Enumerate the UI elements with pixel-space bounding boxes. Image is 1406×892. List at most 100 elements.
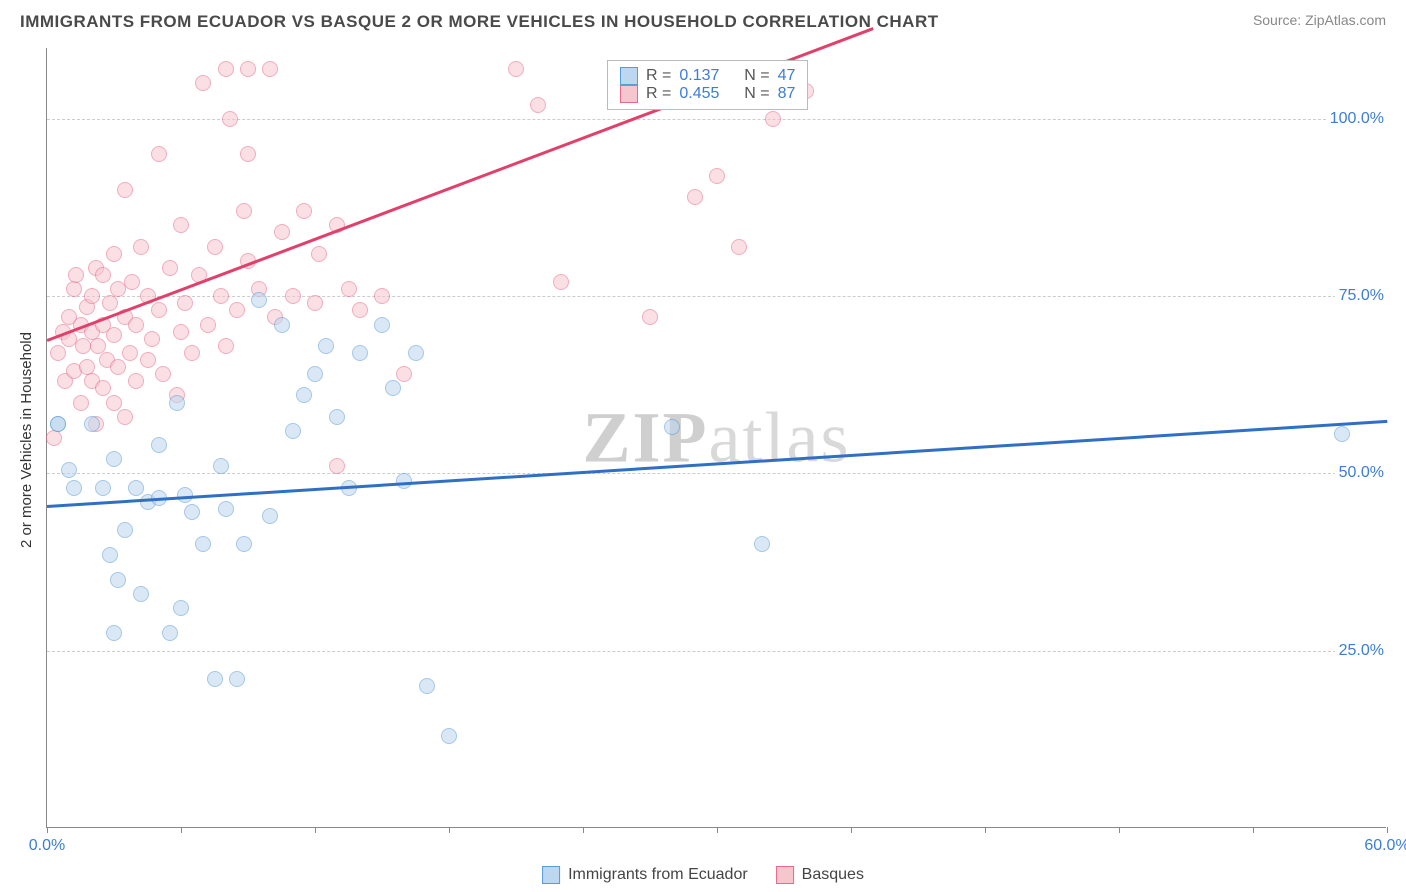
legend-label: Immigrants from Ecuador	[568, 866, 748, 884]
data-point	[110, 359, 126, 375]
data-point	[222, 111, 238, 127]
data-point	[106, 246, 122, 262]
r-value: 0.137	[679, 67, 719, 85]
data-point	[207, 239, 223, 255]
x-tick	[1253, 827, 1254, 833]
data-point	[296, 203, 312, 219]
x-tick	[583, 827, 584, 833]
gridline	[47, 296, 1386, 297]
data-point	[50, 345, 66, 361]
data-point	[709, 168, 725, 184]
legend-swatch-icon	[542, 866, 560, 884]
y-tick-label: 25.0%	[1335, 642, 1388, 660]
data-point	[530, 97, 546, 113]
source-label: Source: ZipAtlas.com	[1253, 12, 1386, 28]
data-point	[184, 345, 200, 361]
stats-row: R = 0.455 N = 87	[620, 85, 795, 103]
data-point	[75, 338, 91, 354]
data-point	[169, 395, 185, 411]
data-point	[173, 324, 189, 340]
data-point	[102, 295, 118, 311]
data-point	[195, 536, 211, 552]
data-point	[133, 239, 149, 255]
legend-item-basques: Basques	[776, 866, 864, 884]
data-point	[177, 295, 193, 311]
x-tick	[985, 827, 986, 833]
data-point	[318, 338, 334, 354]
x-tick	[717, 827, 718, 833]
n-value: 87	[778, 85, 796, 103]
data-point	[754, 536, 770, 552]
legend-item-ecuador: Immigrants from Ecuador	[542, 866, 748, 884]
n-value: 47	[778, 67, 796, 85]
data-point	[236, 203, 252, 219]
n-label: N =	[744, 67, 769, 85]
data-point	[441, 728, 457, 744]
data-point	[352, 345, 368, 361]
data-point	[128, 373, 144, 389]
x-tick	[315, 827, 316, 833]
data-point	[213, 288, 229, 304]
data-point	[218, 501, 234, 517]
data-point	[95, 480, 111, 496]
data-point	[117, 522, 133, 538]
data-point	[61, 462, 77, 478]
data-point	[68, 267, 84, 283]
data-point	[262, 508, 278, 524]
data-point	[122, 345, 138, 361]
gridline	[47, 119, 1386, 120]
r-label: R =	[646, 85, 671, 103]
data-point	[84, 288, 100, 304]
gridline	[47, 651, 1386, 652]
data-point	[213, 458, 229, 474]
data-point	[124, 274, 140, 290]
data-point	[218, 61, 234, 77]
scatter-chart: ZIPatlas 25.0%50.0%75.0%100.0%0.0%60.0%R…	[46, 48, 1386, 828]
data-point	[151, 146, 167, 162]
data-point	[95, 380, 111, 396]
x-tick	[851, 827, 852, 833]
data-point	[66, 281, 82, 297]
data-point	[311, 246, 327, 262]
y-axis-title: 2 or more Vehicles in Household	[18, 332, 35, 548]
data-point	[128, 480, 144, 496]
data-point	[195, 75, 211, 91]
data-point	[329, 458, 345, 474]
data-point	[765, 111, 781, 127]
data-point	[66, 480, 82, 496]
data-point	[229, 302, 245, 318]
data-point	[84, 416, 100, 432]
data-point	[296, 387, 312, 403]
data-point	[155, 366, 171, 382]
data-point	[106, 395, 122, 411]
x-tick-label: 60.0%	[1364, 837, 1406, 855]
x-tick	[181, 827, 182, 833]
data-point	[128, 317, 144, 333]
r-label: R =	[646, 67, 671, 85]
data-point	[106, 451, 122, 467]
data-point	[173, 600, 189, 616]
data-point	[341, 281, 357, 297]
data-point	[207, 671, 223, 687]
stats-row: R = 0.137 N = 47	[620, 67, 795, 85]
r-value: 0.455	[679, 85, 719, 103]
bottom-legend: Immigrants from Ecuador Basques	[542, 866, 864, 884]
y-tick-label: 50.0%	[1335, 464, 1388, 482]
data-point	[274, 317, 290, 333]
data-point	[262, 61, 278, 77]
data-point	[229, 671, 245, 687]
data-point	[240, 146, 256, 162]
data-point	[285, 423, 301, 439]
data-point	[151, 437, 167, 453]
data-point	[396, 473, 412, 489]
data-point	[110, 572, 126, 588]
data-point	[419, 678, 435, 694]
data-point	[687, 189, 703, 205]
data-point	[236, 536, 252, 552]
data-point	[285, 288, 301, 304]
watermark: ZIPatlas	[583, 396, 851, 479]
data-point	[50, 416, 66, 432]
data-point	[307, 366, 323, 382]
data-point	[240, 61, 256, 77]
data-point	[408, 345, 424, 361]
